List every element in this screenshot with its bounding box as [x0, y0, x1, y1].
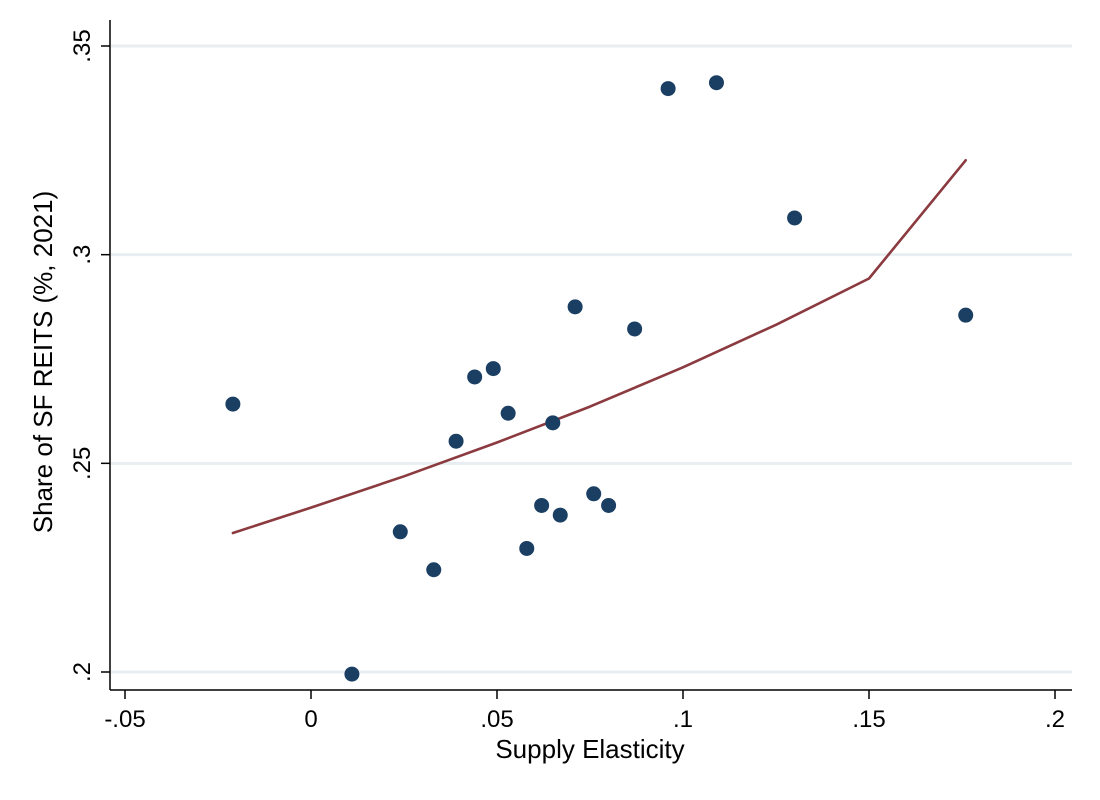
x-tick-label: 0: [304, 706, 317, 733]
data-point: [500, 405, 516, 421]
data-points: [225, 75, 974, 682]
data-point: [392, 524, 408, 540]
data-point: [534, 497, 550, 513]
data-point: [567, 299, 583, 315]
y-axis-title: Share of SF REITS (%, 2021): [28, 191, 58, 533]
x-tick-label: .05: [480, 706, 513, 733]
data-point: [344, 666, 360, 682]
x-tick-label: -.05: [104, 706, 145, 733]
data-point: [467, 369, 483, 385]
data-point: [601, 497, 617, 513]
data-point: [660, 81, 676, 97]
y-tick-label: .3: [69, 245, 96, 265]
y-tick-label: .25: [69, 447, 96, 480]
y-tick-label: .2: [69, 662, 96, 682]
data-point: [586, 486, 602, 502]
data-point: [448, 433, 464, 449]
data-point: [485, 361, 501, 377]
y-axis-ticks: .2 .25 .3 .35: [69, 29, 110, 682]
data-point: [225, 396, 241, 412]
x-tick-label: .2: [1045, 706, 1065, 733]
axes: [109, 20, 1072, 691]
data-point: [958, 307, 974, 323]
data-point: [519, 540, 535, 556]
y-tick-label: .35: [69, 29, 96, 62]
x-axis-ticks: -.05 0 .05 .1 .15 .2: [104, 690, 1065, 733]
data-point: [627, 321, 643, 337]
data-point: [545, 415, 561, 431]
data-point: [552, 507, 568, 523]
fit-line: [231, 159, 967, 535]
x-tick-label: .15: [852, 706, 885, 733]
data-point: [787, 210, 803, 226]
data-point: [708, 75, 724, 91]
fit-line-layer: [231, 159, 967, 535]
data-point: [426, 562, 442, 578]
x-tick-label: .1: [673, 706, 693, 733]
x-axis-title: Supply Elasticity: [495, 734, 684, 764]
grid-lines: [111, 44, 1072, 674]
